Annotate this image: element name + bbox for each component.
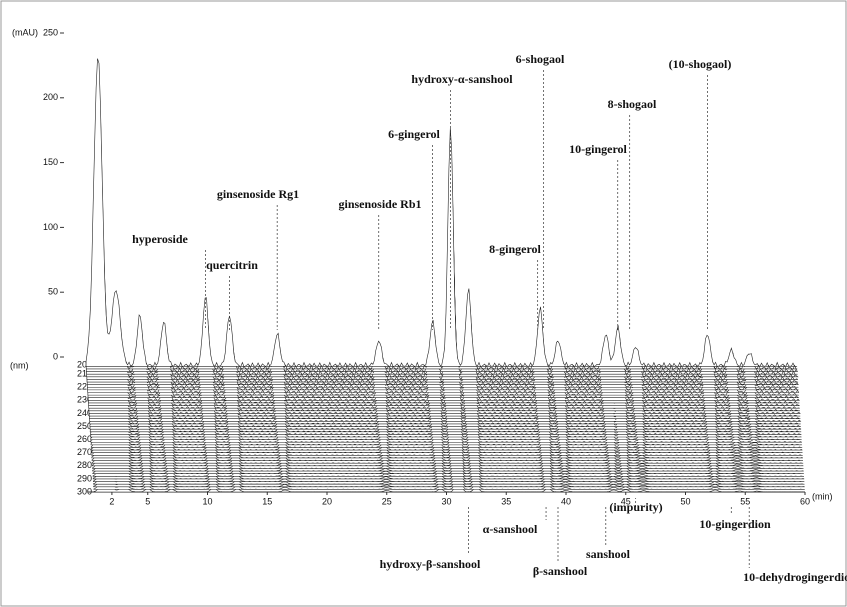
annotation-label: hyperoside: [132, 232, 188, 246]
trace: [86, 163, 799, 383]
x-tick-label: 20: [322, 496, 332, 506]
x-axis-label: (min): [812, 491, 833, 501]
x-tick-label: 35: [501, 496, 511, 506]
y-tick-label: 250: [43, 27, 58, 37]
x-tick-label: 50: [680, 496, 690, 506]
annotation-label: ginsenoside Rb1: [338, 197, 421, 211]
x-tick-label: 30: [441, 496, 451, 506]
annotation-label: β-sanshool: [533, 564, 588, 578]
y-tick-label: 0: [53, 351, 58, 361]
trace: [85, 58, 798, 367]
trace: [92, 443, 804, 475]
annotation-label: hydroxy-α-sanshool: [411, 72, 513, 86]
y-tick-label: 150: [43, 157, 58, 167]
annotation-label: sanshool: [586, 547, 631, 561]
x-tick-label: 45: [621, 496, 631, 506]
z-tick-label: 250: [77, 421, 92, 431]
y-tick-label: 200: [43, 92, 58, 102]
z-tick-label: 230: [77, 395, 92, 405]
trace: [86, 114, 798, 375]
x-tick-label: 10: [202, 496, 212, 506]
trace: [86, 95, 798, 372]
z-tick-label: 260: [77, 434, 92, 444]
annotation-label: quercitrin: [206, 258, 258, 272]
annotation-label: 8-shogaol: [608, 97, 657, 111]
annotation-label: 10-gingerol: [569, 142, 627, 156]
z-tick-label: 220: [77, 382, 92, 392]
trace: [86, 179, 799, 385]
annotation-label: α-sanshool: [483, 522, 538, 536]
trace: [85, 79, 798, 370]
annotation-label: 10-gingerdion: [699, 517, 771, 531]
z-tick-label: 210: [77, 369, 92, 379]
trace: [86, 132, 799, 378]
x-tick-label: 2: [109, 496, 114, 506]
annotation-label: 8-gingerol: [489, 242, 541, 256]
x-tick-label: 15: [262, 496, 272, 506]
x-tick-label: 5: [145, 496, 150, 506]
annotation-label: 6-gingerol: [388, 127, 440, 141]
annotation-label: 6-shogaol: [516, 52, 565, 66]
z-tick-label: 203: [77, 359, 92, 369]
y-axis-label: (mAU): [12, 27, 38, 37]
x-tick-label: 25: [382, 496, 392, 506]
trace: [86, 146, 799, 380]
z-tick-label: 290: [77, 473, 92, 483]
annotation-label: (10-shogaol): [669, 57, 732, 71]
x-tick-label: 60: [800, 496, 810, 506]
y-tick-label: 50: [48, 287, 58, 297]
z-tick-label: 270: [77, 447, 92, 457]
annotation-label: hydroxy-β-sanshool: [380, 557, 481, 571]
annotation-label: 10-dehydrogingerdion: [743, 570, 847, 584]
z-tick-label: 280: [77, 460, 92, 470]
x-tick-label: 55: [740, 496, 750, 506]
x-tick-label: 40: [561, 496, 571, 506]
annotation-label: (impurity): [609, 500, 662, 514]
z-tick-label: 240: [77, 408, 92, 418]
z-tick-label: 300: [77, 486, 92, 496]
trace: [93, 460, 805, 485]
y-tick-label: 100: [43, 222, 58, 232]
z-axis-label: (nm): [10, 360, 29, 370]
annotation-label: ginsenoside Rg1: [217, 187, 299, 201]
